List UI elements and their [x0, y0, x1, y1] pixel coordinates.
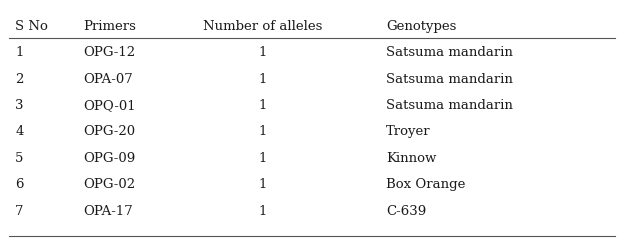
Text: Primers: Primers — [83, 20, 136, 33]
Text: 1: 1 — [15, 46, 24, 59]
Text: OPG-12: OPG-12 — [83, 46, 135, 59]
Text: Satsuma mandarin: Satsuma mandarin — [386, 99, 513, 112]
Text: Genotypes: Genotypes — [386, 20, 457, 33]
Text: 1: 1 — [258, 73, 266, 86]
Text: 6: 6 — [15, 178, 24, 191]
Text: Troyer: Troyer — [386, 125, 431, 138]
Text: 1: 1 — [258, 178, 266, 191]
Text: 1: 1 — [258, 152, 266, 165]
Text: Satsuma mandarin: Satsuma mandarin — [386, 46, 513, 59]
Text: 1: 1 — [258, 205, 266, 218]
Text: OPQ-01: OPQ-01 — [83, 99, 136, 112]
Text: 5: 5 — [15, 152, 24, 165]
Text: Box Orange: Box Orange — [386, 178, 466, 191]
Text: OPA-07: OPA-07 — [83, 73, 133, 86]
Text: Number of alleles: Number of alleles — [203, 20, 322, 33]
Text: OPA-17: OPA-17 — [83, 205, 133, 218]
Text: OPG-02: OPG-02 — [83, 178, 135, 191]
Text: OPG-20: OPG-20 — [83, 125, 135, 138]
Text: 2: 2 — [15, 73, 24, 86]
Text: 1: 1 — [258, 99, 266, 112]
Text: Kinnow: Kinnow — [386, 152, 437, 165]
Text: 1: 1 — [258, 125, 266, 138]
Text: 4: 4 — [15, 125, 24, 138]
Text: C-639: C-639 — [386, 205, 426, 218]
Text: Satsuma mandarin: Satsuma mandarin — [386, 73, 513, 86]
Text: 1: 1 — [258, 46, 266, 59]
Text: 7: 7 — [15, 205, 24, 218]
Text: S No: S No — [15, 20, 48, 33]
Text: 3: 3 — [15, 99, 24, 112]
Text: OPG-09: OPG-09 — [83, 152, 135, 165]
